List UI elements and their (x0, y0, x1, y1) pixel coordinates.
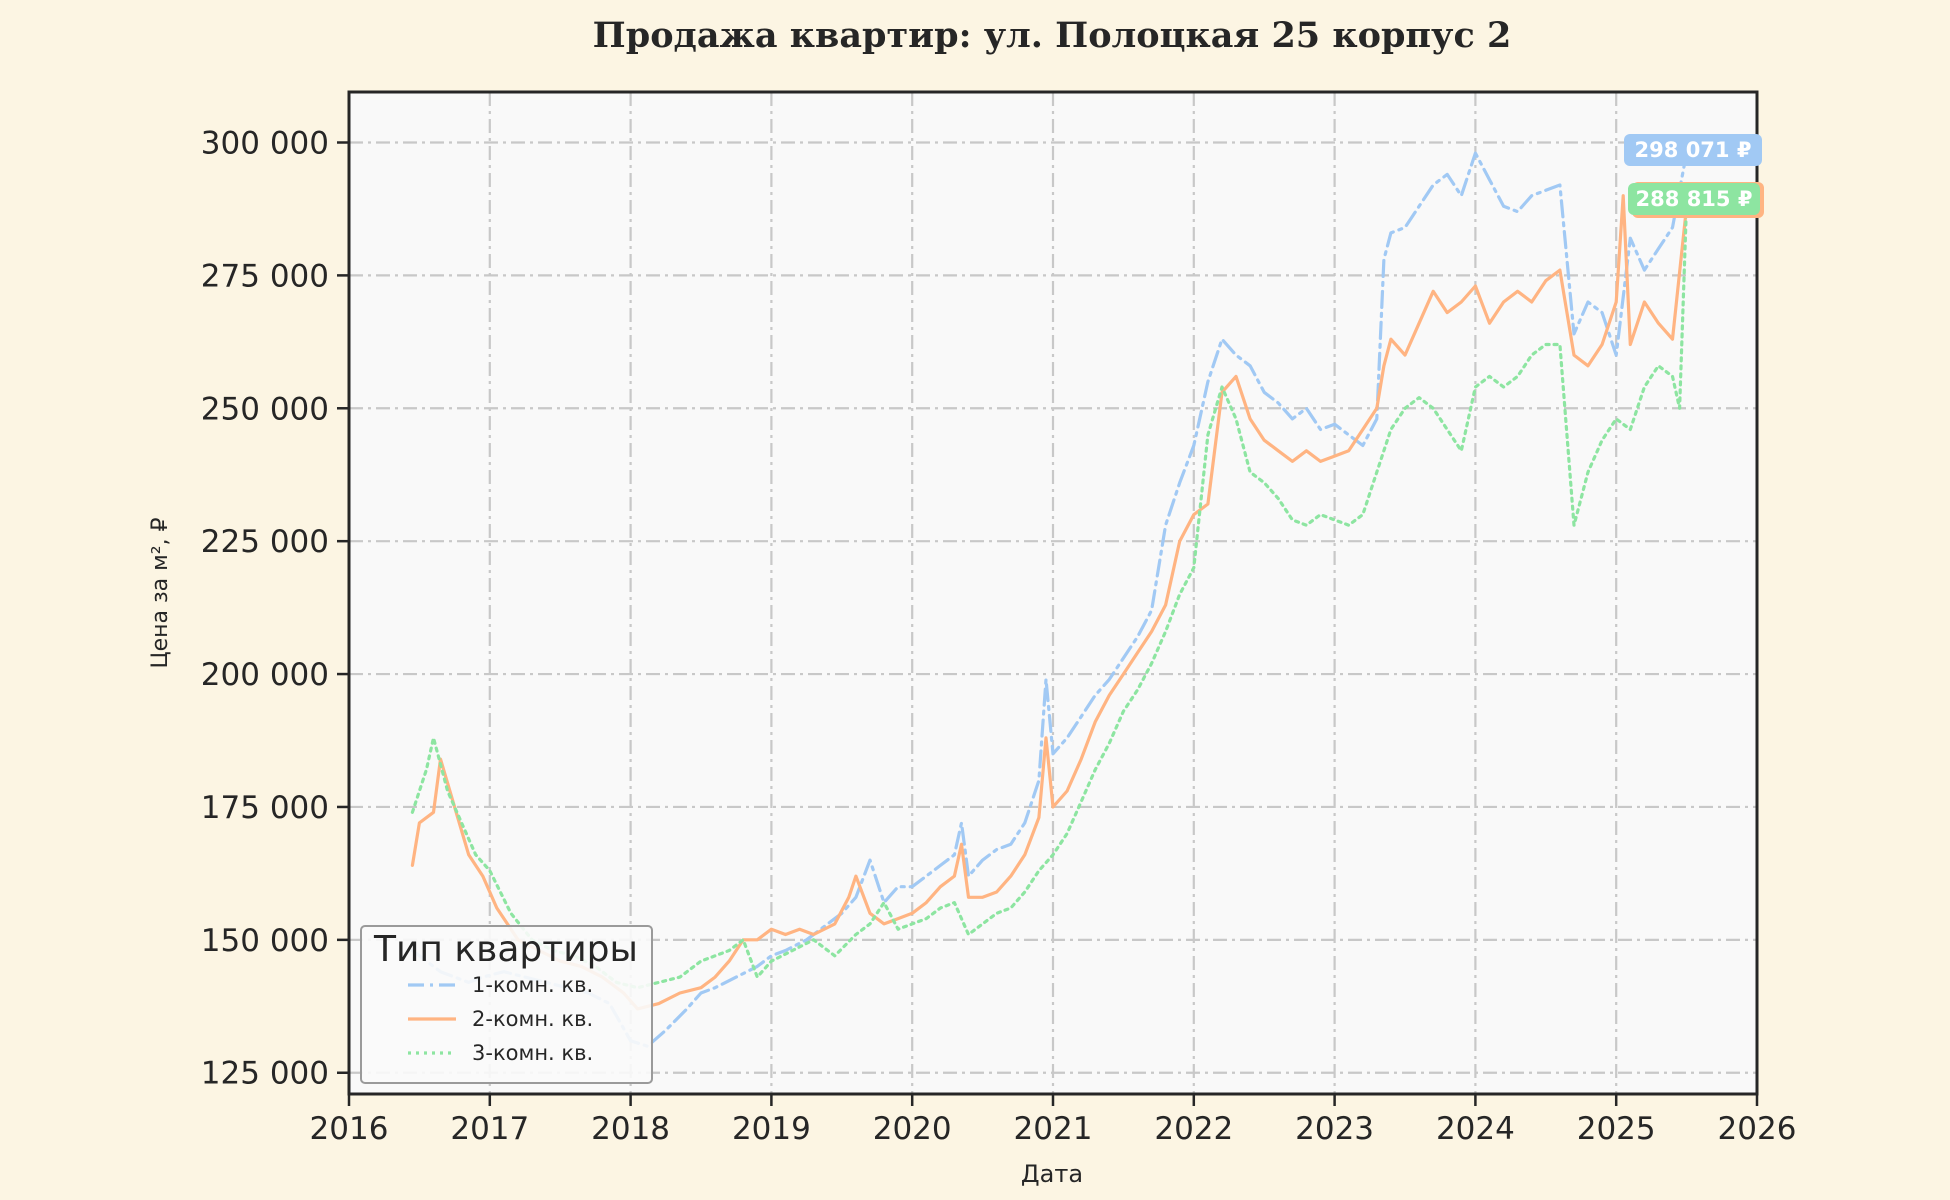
legend-label-3: 3-комн. кв. (472, 1041, 593, 1065)
y-tick-label: 225 000 (201, 524, 329, 560)
x-tick-label: 2025 (1577, 1111, 1656, 1147)
y-tick-label: 300 000 (201, 125, 329, 161)
badge-label: 298 071 ₽ (1635, 138, 1752, 162)
badge-background (1624, 134, 1762, 166)
legend-box (360, 925, 653, 1084)
series-lines (410, 151, 1689, 1048)
legend: Тип квартиры 1-комн. кв. 2-комн. кв. 3-ком… (360, 925, 653, 1084)
x-tick-label: 2017 (450, 1111, 529, 1147)
end-value-badges: 298 071 ₽ 288 815 ₽ (1624, 134, 1764, 218)
y-tick-label: 275 000 (201, 258, 329, 294)
y-tick-label: 150 000 (201, 923, 329, 959)
legend-items: 1-комн. кв. 2-комн. кв. 3-комн. кв. (408, 973, 593, 1065)
x-tick-label: 2021 (1014, 1111, 1093, 1147)
y-tick-label: 125 000 (201, 1056, 329, 1092)
legend-label-2: 2-комн. кв. (472, 1007, 593, 1031)
y-axis-label: Цена за м², ₽ (148, 517, 173, 668)
y-tick-label: 175 000 (201, 790, 329, 826)
y-tick-label: 200 000 (201, 657, 329, 693)
axis-ticks: 2016 2017 2018 2019 2020 2021 2022 2023 2024 2025… (201, 125, 1797, 1147)
x-tick-label: 2016 (310, 1111, 389, 1147)
x-tick-label: 2020 (873, 1111, 952, 1147)
x-tick-label: 2024 (1436, 1111, 1515, 1147)
legend-title: Тип квартиры (373, 929, 638, 970)
x-tick-label: 2019 (732, 1111, 811, 1147)
series-line-1 (410, 151, 1689, 1048)
series-line-2 (410, 194, 1689, 1011)
badge-label: 288 815 ₽ (1636, 187, 1753, 211)
x-axis-label: Дата (1021, 1160, 1083, 1188)
y-tick-label: 250 000 (201, 391, 329, 427)
legend-label-1: 1-комн. кв. (472, 973, 593, 997)
x-tick-label: 2026 (1718, 1111, 1797, 1147)
x-tick-label: 2022 (1154, 1111, 1233, 1147)
x-tick-label: 2023 (1295, 1111, 1374, 1147)
x-tick-label: 2018 (591, 1111, 670, 1147)
series-line-3 (410, 200, 1689, 990)
badge-background (1628, 183, 1760, 215)
chart-title: Продажа квартир: ул. Полоцкая 25 корпус … (593, 15, 1512, 56)
